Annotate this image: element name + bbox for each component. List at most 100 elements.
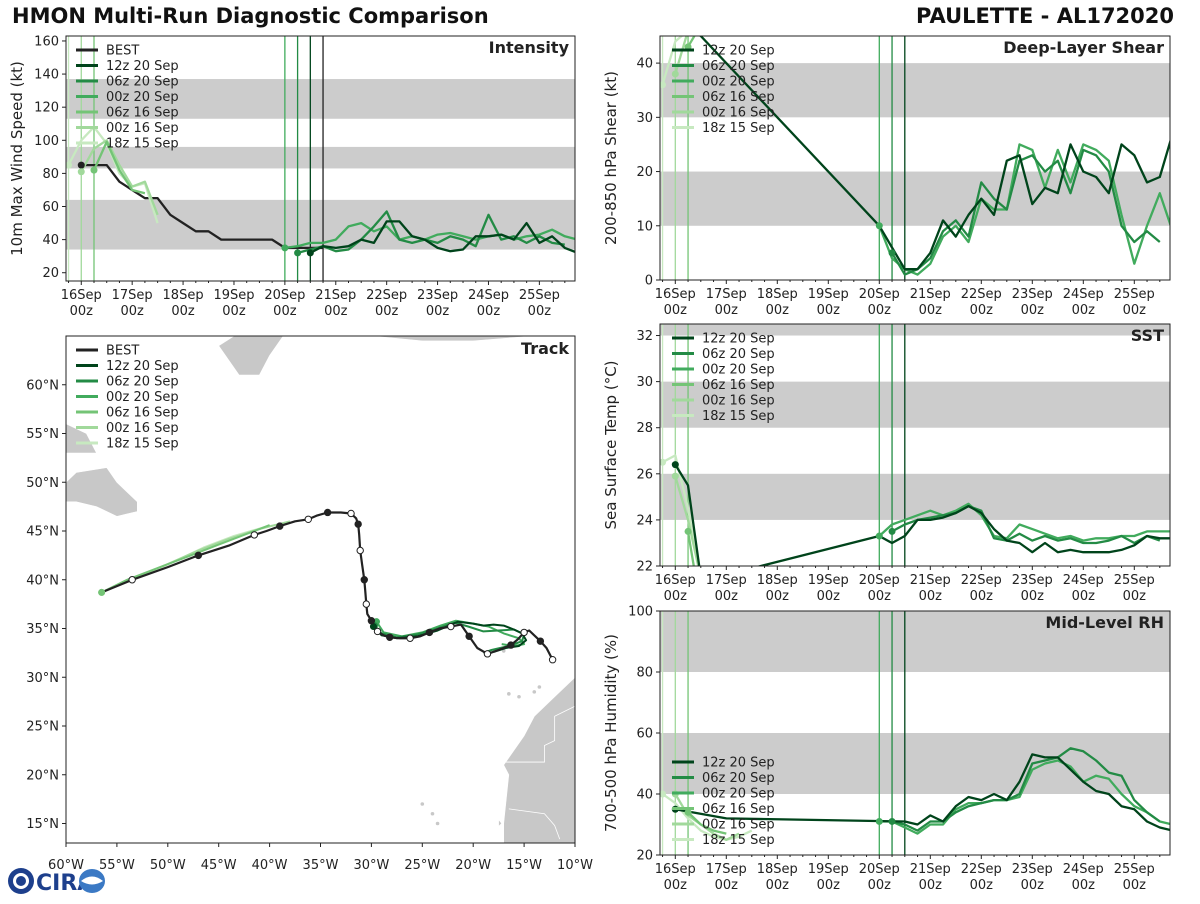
land-labrador xyxy=(66,423,97,454)
rh-legend-label: 12z 20 Sep xyxy=(702,756,775,771)
shear-legend-label: 12z 20 Sep xyxy=(702,44,775,59)
intensity-series-06z-20-sep xyxy=(297,210,565,255)
land-iberia xyxy=(574,540,575,610)
track-06z-16-sep xyxy=(101,524,270,594)
shear-init-point xyxy=(660,81,667,89)
intensity-init-point xyxy=(77,168,85,176)
land-cape-verde-area xyxy=(498,818,503,828)
track-xtick-label: 20°W xyxy=(455,858,491,873)
track-legend-label: 18z 15 Sep xyxy=(106,437,179,452)
land-newfoundland xyxy=(66,467,138,517)
track-ytick-label: 20°N xyxy=(26,768,59,783)
land-island xyxy=(435,821,440,826)
rh-xtick-label: 19Sep xyxy=(808,862,849,877)
shear-xtick-label: 00z xyxy=(766,303,790,318)
intensity-frame xyxy=(65,35,576,282)
shear-series-00z-20-sep xyxy=(878,143,1170,276)
shear-xtick-label: 00z xyxy=(970,303,994,318)
rh-legend-label: 06z 20 Sep xyxy=(702,771,775,786)
track-xtick-label: 35°W xyxy=(303,858,339,873)
land-island xyxy=(517,694,521,699)
shear-init-point xyxy=(671,70,679,78)
land-island xyxy=(507,692,511,696)
best-track-point xyxy=(536,637,545,645)
sst-xtick-label: 00z xyxy=(970,589,994,604)
sst-legend-label: 00z 16 Sep xyxy=(702,394,775,409)
best-track-point xyxy=(373,627,382,636)
sst-ytick-label: 30 xyxy=(636,375,653,390)
intensity-init-point xyxy=(66,161,73,169)
shear-series-00z-16-sep xyxy=(674,36,688,75)
best-track-point xyxy=(367,617,376,625)
track-xtick-label: 15°W xyxy=(506,858,542,873)
intensity-xtick-label: 23Sep xyxy=(417,288,458,303)
intensity-xtick-label: 18Sep xyxy=(163,288,204,303)
sst-series-12z-20-sep xyxy=(674,463,1170,566)
sst-legend-label: 06z 16 Sep xyxy=(702,378,775,393)
intensity-xtick-label: 00z xyxy=(171,304,195,319)
best-track-point xyxy=(548,656,557,664)
best-track-point xyxy=(386,633,394,641)
shear-legend-label: 06z 20 Sep xyxy=(702,59,775,74)
sst-band xyxy=(660,324,1170,336)
shear-ytick-label: 10 xyxy=(636,219,653,234)
rh-xtick-label: 17Sep xyxy=(706,862,747,877)
rh-ytick-label: 20 xyxy=(636,849,653,864)
sst-xtick-label: 21Sep xyxy=(910,573,951,588)
track-xtick-label: 40°W xyxy=(252,858,288,873)
track-ytick-label: 30°N xyxy=(26,671,59,686)
track-ytick-label: 40°N xyxy=(26,573,59,588)
shear-init-point xyxy=(659,5,666,12)
intensity-band xyxy=(66,79,575,119)
intensity-legend-label: 18z 15 Sep xyxy=(106,137,179,152)
sst-xtick-label: 22Sep xyxy=(961,573,1002,588)
shear-xtick-label: 19Sep xyxy=(808,287,849,302)
intensity-legend-label: 12z 20 Sep xyxy=(106,59,179,74)
panel-shear: 01020304016Sep00z17Sep00z18Sep00z19Sep00… xyxy=(602,5,1171,318)
intensity-ytick-label: 60 xyxy=(42,200,59,215)
rh-ytick-label: 60 xyxy=(636,727,653,742)
rh-xtick-label: 00z xyxy=(919,878,943,893)
rh-ytick-label: 100 xyxy=(628,605,653,620)
sst-xtick-label: 17Sep xyxy=(706,573,747,588)
rh-xtick-label: 00z xyxy=(664,878,688,893)
sst-xtick-label: 16Sep xyxy=(655,573,696,588)
shear-ytick-label: 40 xyxy=(636,57,653,72)
shear-legend-label: 06z 16 Sep xyxy=(702,90,775,105)
intensity-title: Intensity xyxy=(489,38,570,57)
intensity-ytick-label: 140 xyxy=(34,68,59,83)
border-line xyxy=(503,705,575,763)
sst-ytick-label: 22 xyxy=(636,560,653,575)
land-iceland xyxy=(360,336,535,342)
sst-xtick-label: 00z xyxy=(919,589,943,604)
rh-xtick-label: 00z xyxy=(1123,878,1147,893)
sst-band xyxy=(660,381,1170,428)
best-track-point xyxy=(465,632,473,640)
intensity-xtick-label: 00z xyxy=(477,304,501,319)
rh-xtick-label: 00z xyxy=(1021,878,1045,893)
shear-xtick-label: 00z xyxy=(817,303,841,318)
storm-title: PAULETTE - AL172020 xyxy=(916,4,1174,28)
intensity-xtick-label: 00z xyxy=(70,304,94,319)
intensity-xtick-label: 00z xyxy=(120,304,144,319)
panel-rh: 2040608010016Sep00z17Sep00z18Sep00z19Sep… xyxy=(602,605,1171,893)
intensity-legend-label: 06z 16 Sep xyxy=(106,106,179,121)
best-track-point xyxy=(483,650,492,658)
intensity-init-point xyxy=(77,161,85,169)
sst-band xyxy=(660,473,1170,520)
best-track-point xyxy=(194,551,203,560)
intensity-xtick-label: 20Sep xyxy=(264,288,305,303)
intensity-init-point xyxy=(281,244,289,252)
track-xtick-label: 10°W xyxy=(557,858,593,873)
land-island xyxy=(430,811,435,816)
sst-init-point xyxy=(660,458,667,466)
sst-xtick-label: 00z xyxy=(868,589,892,604)
track-ytick-label: 55°N xyxy=(26,427,59,442)
shear-legend-label: 18z 15 Sep xyxy=(702,121,775,136)
track-xtick-label: 60°W xyxy=(48,858,84,873)
sst-xtick-label: 00z xyxy=(1123,589,1147,604)
shear-xtick-label: 00z xyxy=(868,303,892,318)
shear-xtick-label: 21Sep xyxy=(910,287,951,302)
rh-series-18z-15-sep xyxy=(661,793,753,841)
track-ytick-label: 35°N xyxy=(26,622,59,637)
